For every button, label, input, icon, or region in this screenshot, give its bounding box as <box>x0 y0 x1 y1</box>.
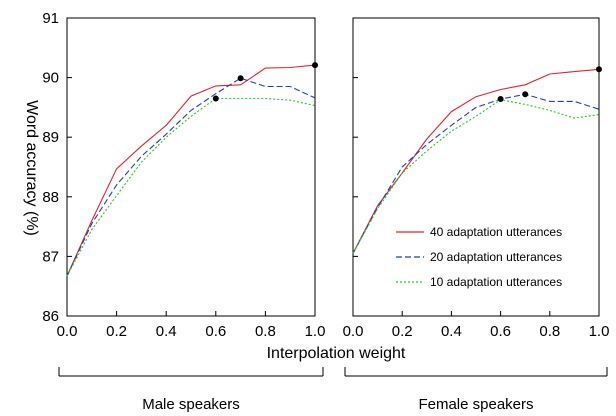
x-tick-label: 0.2 <box>392 323 413 340</box>
max-marker <box>237 75 244 82</box>
max-marker <box>522 91 529 98</box>
x-tick-label: 0.0 <box>343 323 364 340</box>
legend-entry-label: 40 adaptation utterances <box>430 225 562 239</box>
x-tick-label: 0.8 <box>255 323 276 340</box>
series-line-3 <box>66 97 316 277</box>
x-tick-label: 0.6 <box>205 323 226 340</box>
x-tick-label: 0.4 <box>156 323 177 340</box>
legend-entry-label: 10 adaptation utterances <box>430 275 562 289</box>
series-line-1 <box>66 64 316 277</box>
y-axis-label: Word accuracy (%) <box>23 100 40 236</box>
x-tick-label: 0.0 <box>57 323 78 340</box>
plot-frame-0 <box>66 17 316 317</box>
x-tick-label: 0.8 <box>539 323 560 340</box>
y-tick-label: 91 <box>42 10 59 27</box>
series-line-2 <box>66 77 316 277</box>
max-marker <box>312 62 318 69</box>
x-tick-label: 0.2 <box>106 323 127 340</box>
legend-entry-label: 20 adaptation utterances <box>430 250 562 264</box>
x-tick-label: 0.4 <box>441 323 462 340</box>
y-tick-label: 88 <box>42 189 59 206</box>
y-tick-label: 87 <box>42 248 59 265</box>
series-line-1 <box>352 68 600 254</box>
x-tick-label: 1.0 <box>305 323 326 340</box>
group-label: Male speakers <box>142 396 240 413</box>
x-tick-label: 1.0 <box>589 323 610 340</box>
series-line-2 <box>352 93 600 254</box>
max-marker <box>212 95 219 102</box>
series-line-3 <box>352 99 600 254</box>
x-axis-label: Interpolation weight <box>267 345 406 362</box>
plot-frame-1 <box>352 17 600 317</box>
max-marker <box>497 96 504 103</box>
y-tick-label: 89 <box>42 129 59 146</box>
y-tick-label: 90 <box>42 70 59 87</box>
x-tick-label: 0.6 <box>490 323 511 340</box>
y-tick-label: 86 <box>42 308 59 325</box>
group-label: Female speakers <box>418 396 533 413</box>
max-marker <box>596 66 602 73</box>
